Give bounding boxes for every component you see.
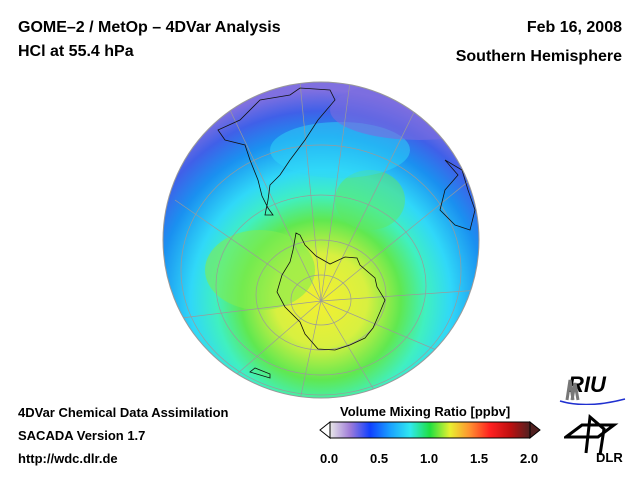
colorbar <box>319 420 541 440</box>
colorbar-max-arrow <box>529 420 541 440</box>
footer-line2: SACADA Version 1.7 <box>18 428 146 443</box>
africa-outline <box>439 159 476 231</box>
title-line1: GOME–2 / MetOp – 4DVar Analysis <box>18 19 281 36</box>
dlr-logo-text: DLR <box>596 450 623 465</box>
colorbar-tick-label: 0.5 <box>370 451 389 466</box>
australia-outline <box>249 367 271 379</box>
colorbar-tick-label: 1.5 <box>470 451 489 466</box>
graticule <box>164 82 479 398</box>
footer-line1: 4DVar Chemical Data Assimilation <box>18 405 229 420</box>
date-label: Feb 16, 2008 <box>526 19 622 36</box>
footer-url[interactable]: http://wdc.dlr.de <box>18 451 118 466</box>
region-label: Southern Hemisphere <box>455 48 622 65</box>
colorbar-title: Volume Mixing Ratio [ppbv] <box>340 404 511 419</box>
dlr-logo-icon <box>564 414 619 456</box>
colorbar-gradient <box>329 421 531 439</box>
globe-outline <box>162 81 480 399</box>
riu-logo-mark <box>559 379 626 405</box>
colorbar-tick-label: 1.0 <box>420 451 439 466</box>
colorbar-tick-label: 2.0 <box>520 451 539 466</box>
coastlines <box>217 87 476 379</box>
colorbar-min-arrow <box>319 420 331 440</box>
antarctica-outline <box>276 232 386 351</box>
south-america-outline <box>217 87 336 216</box>
colorbar-tick-label: 0.0 <box>320 451 339 466</box>
title-line2: HCl at 55.4 hPa <box>18 43 134 60</box>
